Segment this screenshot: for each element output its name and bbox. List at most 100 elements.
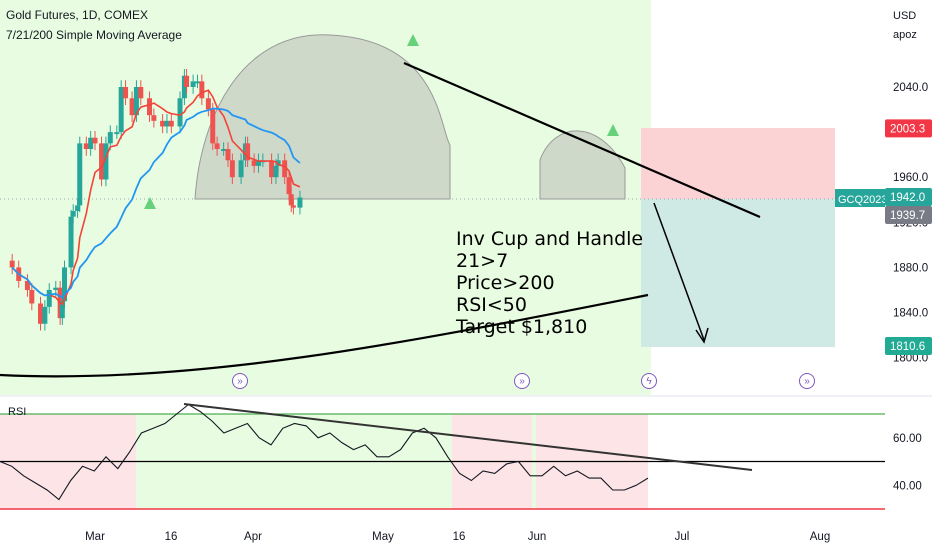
candle-body bbox=[38, 303, 44, 324]
price-axis-tick: 1880.0 bbox=[893, 262, 928, 274]
candle-body bbox=[42, 306, 48, 324]
indicator-label: 7/21/200 Simple Moving Average bbox=[6, 28, 182, 42]
candle-body bbox=[88, 137, 94, 150]
price-axis-tick: 1840.0 bbox=[893, 308, 928, 320]
rsi-line bbox=[0, 403, 649, 501]
trade-annotation: Inv Cup and Handle 21>7 Price>200 RSI<50… bbox=[456, 228, 643, 338]
chart-title: Gold Futures, 1D, COMEX bbox=[6, 8, 149, 22]
candle-body bbox=[225, 149, 231, 161]
event-flag-icon[interactable]: » bbox=[232, 373, 248, 389]
annotation-line-ma: 21>7 bbox=[456, 250, 509, 272]
arrow-head bbox=[695, 327, 709, 344]
candle-body bbox=[177, 98, 183, 127]
candle-body bbox=[245, 143, 251, 161]
candle-body bbox=[199, 81, 205, 99]
sma200-line bbox=[0, 293, 649, 378]
candle-body bbox=[194, 81, 200, 84]
candle-body bbox=[107, 132, 113, 144]
candle-body bbox=[282, 160, 288, 178]
candle-body bbox=[138, 87, 144, 99]
resistance-trendline bbox=[403, 61, 761, 219]
signal-triangle-icon bbox=[144, 197, 156, 209]
candle-body bbox=[75, 205, 81, 212]
time-axis-label: Jun bbox=[528, 531, 547, 543]
candle-body bbox=[24, 280, 30, 290]
candle-body bbox=[151, 115, 157, 121]
candle-body bbox=[62, 267, 67, 302]
price-axis-tick: 1960.0 bbox=[893, 172, 928, 184]
symbol-label: GCQ2023 bbox=[838, 194, 888, 206]
candle-body bbox=[147, 98, 153, 116]
candle-body bbox=[214, 143, 220, 150]
candle-body bbox=[210, 109, 216, 144]
handle-shape bbox=[539, 130, 626, 200]
price-axis-mode: apoz bbox=[893, 29, 917, 41]
candle-body bbox=[238, 160, 244, 178]
candle-body bbox=[118, 87, 124, 133]
stop-loss-zone bbox=[641, 128, 835, 199]
stop-price-label-bg bbox=[885, 119, 932, 138]
candle-body bbox=[9, 260, 15, 268]
time-axis-label: 16 bbox=[453, 531, 466, 543]
candle-body bbox=[184, 75, 190, 87]
dividend-flag-icon[interactable]: ϟ bbox=[641, 373, 657, 389]
candle-body bbox=[160, 120, 166, 127]
time-axis-label: May bbox=[372, 531, 394, 543]
signal-triangle-icon bbox=[407, 34, 419, 46]
candle-body bbox=[103, 143, 109, 180]
candle-body bbox=[99, 143, 105, 180]
candle-body bbox=[251, 160, 257, 166]
candle-body bbox=[129, 98, 135, 116]
candle-body bbox=[92, 137, 98, 144]
candle-body bbox=[190, 81, 196, 87]
price-axis-tick: 1800.0 bbox=[893, 353, 928, 365]
candle-body bbox=[256, 160, 262, 166]
candle-body bbox=[133, 87, 139, 116]
sma21-line bbox=[11, 107, 301, 298]
candle-body bbox=[77, 143, 83, 206]
candle-body bbox=[68, 216, 74, 268]
candle-body bbox=[288, 194, 294, 206]
rsi-trendline bbox=[183, 403, 753, 471]
candle-body bbox=[29, 289, 35, 304]
time-axis-label: Apr bbox=[244, 531, 262, 543]
candle-body bbox=[275, 160, 281, 166]
candle-body bbox=[286, 177, 292, 195]
annotation-line-target: Target $1,810 bbox=[456, 316, 588, 338]
event-flag-icon[interactable]: » bbox=[799, 373, 815, 389]
annotation-line-pattern: Inv Cup and Handle bbox=[456, 228, 644, 250]
last-price-label: 1942.0 bbox=[890, 192, 925, 204]
stop-price-label: 2003.3 bbox=[890, 123, 925, 135]
rsi-axis-tick: 40.00 bbox=[893, 480, 922, 492]
time-axis-label: Mar bbox=[85, 531, 105, 543]
last-price-label-bg bbox=[885, 188, 932, 206]
price-axis-currency: USD bbox=[893, 10, 916, 22]
candle-body bbox=[59, 301, 65, 319]
candle-body bbox=[83, 143, 89, 150]
target-price-label: 1810.6 bbox=[890, 341, 925, 353]
ma-price-label-bg bbox=[885, 206, 932, 224]
candle-body bbox=[164, 120, 170, 127]
ma-price-label: 1939.7 bbox=[890, 210, 925, 222]
target-price-label-bg bbox=[885, 337, 932, 355]
candle-body bbox=[221, 149, 227, 152]
symbol-label-bg bbox=[835, 189, 885, 207]
candle-body bbox=[46, 289, 52, 307]
candle-body bbox=[53, 287, 59, 290]
candle-body bbox=[70, 211, 76, 217]
candle-body bbox=[290, 205, 296, 208]
candle-body bbox=[269, 160, 275, 178]
signal-triangle-icon bbox=[607, 124, 619, 136]
candle-body bbox=[273, 165, 279, 178]
candle-body bbox=[168, 120, 174, 127]
annotation-line-price: Price>200 bbox=[456, 272, 555, 294]
sma7-line bbox=[11, 89, 301, 306]
rsi-label: RSI bbox=[8, 406, 26, 418]
candle-body bbox=[229, 160, 235, 178]
candle-body bbox=[114, 132, 120, 135]
projection-arrow bbox=[653, 202, 705, 341]
time-axis-label: Aug bbox=[810, 531, 830, 543]
price-axis-tick: 2040.0 bbox=[893, 82, 928, 94]
event-flag-icon[interactable]: » bbox=[514, 373, 530, 389]
